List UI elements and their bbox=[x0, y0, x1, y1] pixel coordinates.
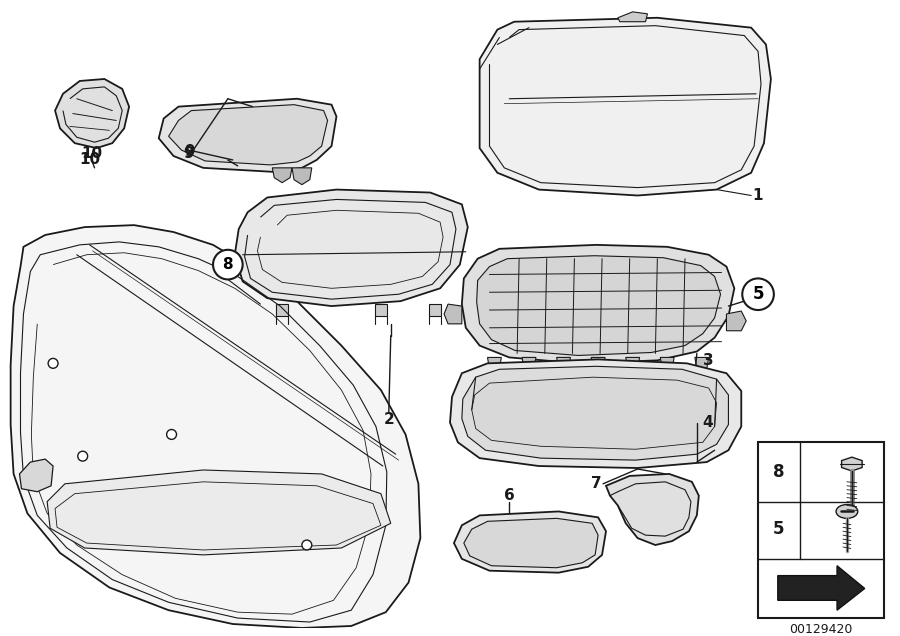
Text: 6: 6 bbox=[504, 488, 515, 503]
Polygon shape bbox=[477, 256, 721, 356]
Circle shape bbox=[48, 359, 58, 368]
Polygon shape bbox=[591, 357, 605, 370]
Polygon shape bbox=[454, 511, 606, 572]
Text: 8: 8 bbox=[222, 257, 233, 272]
Ellipse shape bbox=[836, 504, 858, 518]
Polygon shape bbox=[276, 304, 288, 316]
Polygon shape bbox=[168, 105, 328, 165]
Polygon shape bbox=[273, 168, 292, 183]
Polygon shape bbox=[556, 357, 571, 370]
Text: 9: 9 bbox=[184, 144, 194, 158]
Text: 5: 5 bbox=[773, 520, 785, 538]
Polygon shape bbox=[626, 357, 640, 370]
Polygon shape bbox=[450, 359, 742, 468]
Polygon shape bbox=[55, 79, 129, 148]
Polygon shape bbox=[472, 377, 716, 449]
Polygon shape bbox=[429, 304, 441, 316]
Text: 00129420: 00129420 bbox=[789, 623, 853, 636]
Polygon shape bbox=[522, 357, 536, 370]
Text: 8: 8 bbox=[773, 463, 785, 481]
Text: 10: 10 bbox=[81, 146, 103, 160]
Polygon shape bbox=[20, 459, 53, 492]
Polygon shape bbox=[375, 304, 387, 316]
Text: 9: 9 bbox=[183, 146, 194, 160]
Text: 7: 7 bbox=[590, 476, 601, 491]
Polygon shape bbox=[158, 99, 337, 172]
Circle shape bbox=[742, 279, 774, 310]
Polygon shape bbox=[444, 304, 462, 324]
Polygon shape bbox=[695, 357, 708, 370]
Polygon shape bbox=[235, 190, 468, 306]
Polygon shape bbox=[618, 12, 647, 22]
Circle shape bbox=[77, 451, 87, 461]
Text: 10: 10 bbox=[79, 153, 100, 167]
Polygon shape bbox=[11, 225, 420, 628]
Polygon shape bbox=[464, 518, 598, 568]
Polygon shape bbox=[606, 474, 698, 545]
Circle shape bbox=[302, 540, 311, 550]
Polygon shape bbox=[462, 366, 728, 460]
Polygon shape bbox=[292, 168, 311, 184]
Polygon shape bbox=[480, 18, 771, 195]
Text: 4: 4 bbox=[703, 415, 714, 430]
Polygon shape bbox=[726, 311, 746, 331]
Polygon shape bbox=[47, 470, 391, 555]
Circle shape bbox=[166, 429, 176, 439]
Text: 2: 2 bbox=[383, 412, 394, 427]
Polygon shape bbox=[778, 566, 865, 610]
Polygon shape bbox=[842, 457, 862, 471]
Bar bbox=[758, 442, 885, 618]
Text: 5: 5 bbox=[752, 285, 764, 303]
Polygon shape bbox=[661, 357, 674, 370]
Polygon shape bbox=[462, 245, 734, 363]
Text: 3: 3 bbox=[703, 353, 714, 368]
Circle shape bbox=[213, 250, 243, 279]
Text: 1: 1 bbox=[752, 188, 763, 203]
Polygon shape bbox=[488, 357, 501, 370]
